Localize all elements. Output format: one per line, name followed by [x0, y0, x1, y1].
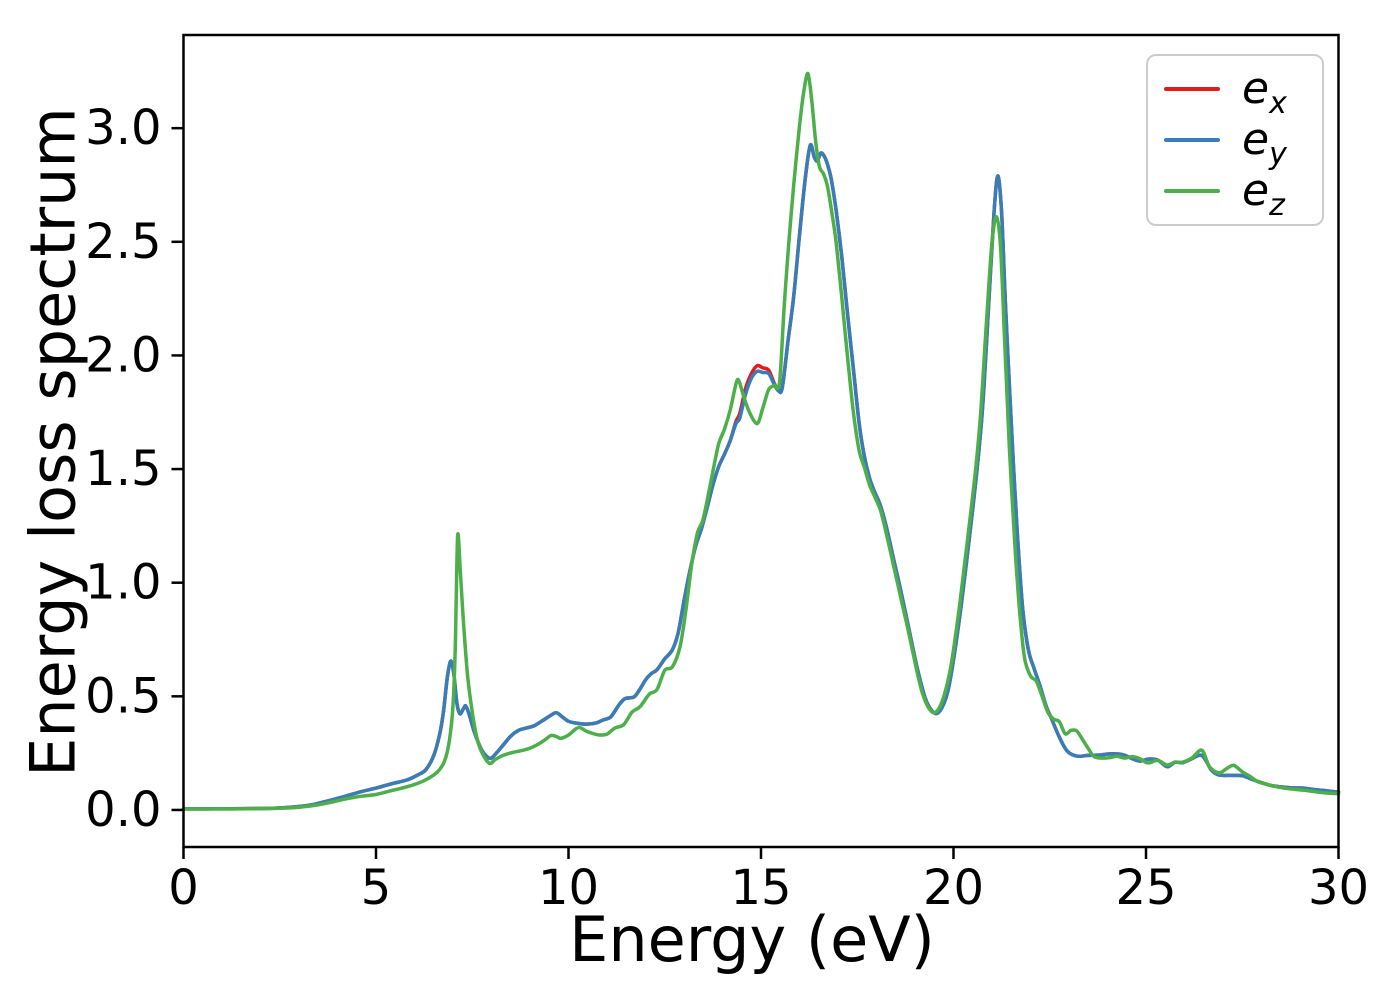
x-tick-label: 30: [1308, 860, 1369, 916]
y-tick-label: 3.0: [85, 100, 161, 156]
x-tick-label: 10: [538, 860, 599, 916]
legend-line-ez: [1164, 188, 1220, 193]
legend-item-ey: ey: [1148, 115, 1322, 169]
y-tick-label: 2.0: [85, 327, 161, 383]
legend-item-ex: ex: [1148, 64, 1322, 119]
legend-line-ex: [1164, 87, 1220, 92]
y-tick-label: 0.0: [85, 782, 161, 838]
x-axis-label: Energy (eV): [569, 903, 935, 976]
legend-label-ez-base: e: [1242, 164, 1270, 216]
legend-label-ey-base: e: [1242, 113, 1270, 165]
series-ez-line: [181, 71, 1341, 811]
legend: ex ey ez: [1146, 54, 1324, 226]
x-tick-label: 20: [923, 860, 984, 916]
series-ex-line: [181, 142, 1341, 811]
legend-label-ex-base: e: [1242, 63, 1270, 115]
x-tick-label: 15: [730, 860, 791, 916]
y-tick-label: 2.5: [85, 214, 161, 270]
y-tick-label: 1.0: [85, 555, 161, 611]
legend-label-ez: ez: [1242, 168, 1285, 220]
y-tick-label: 0.5: [85, 668, 161, 724]
x-tick-label: 25: [1115, 860, 1176, 916]
legend-label-ez-sub: z: [1269, 187, 1285, 223]
x-tick-label: 0: [168, 860, 199, 916]
legend-item-ez: ez: [1148, 166, 1322, 220]
legend-label-ey: ey: [1242, 117, 1287, 169]
legend-label-ey-sub: y: [1269, 136, 1287, 172]
y-tick-label: 1.5: [85, 441, 161, 497]
legend-label-ex: ex: [1242, 67, 1287, 119]
x-tick-label: 5: [361, 860, 392, 916]
legend-label-ex-sub: x: [1269, 86, 1287, 122]
series-ey-line: [181, 142, 1341, 811]
legend-line-ey: [1164, 137, 1220, 142]
y-axis-label: Energy loss spectrum: [16, 107, 90, 777]
